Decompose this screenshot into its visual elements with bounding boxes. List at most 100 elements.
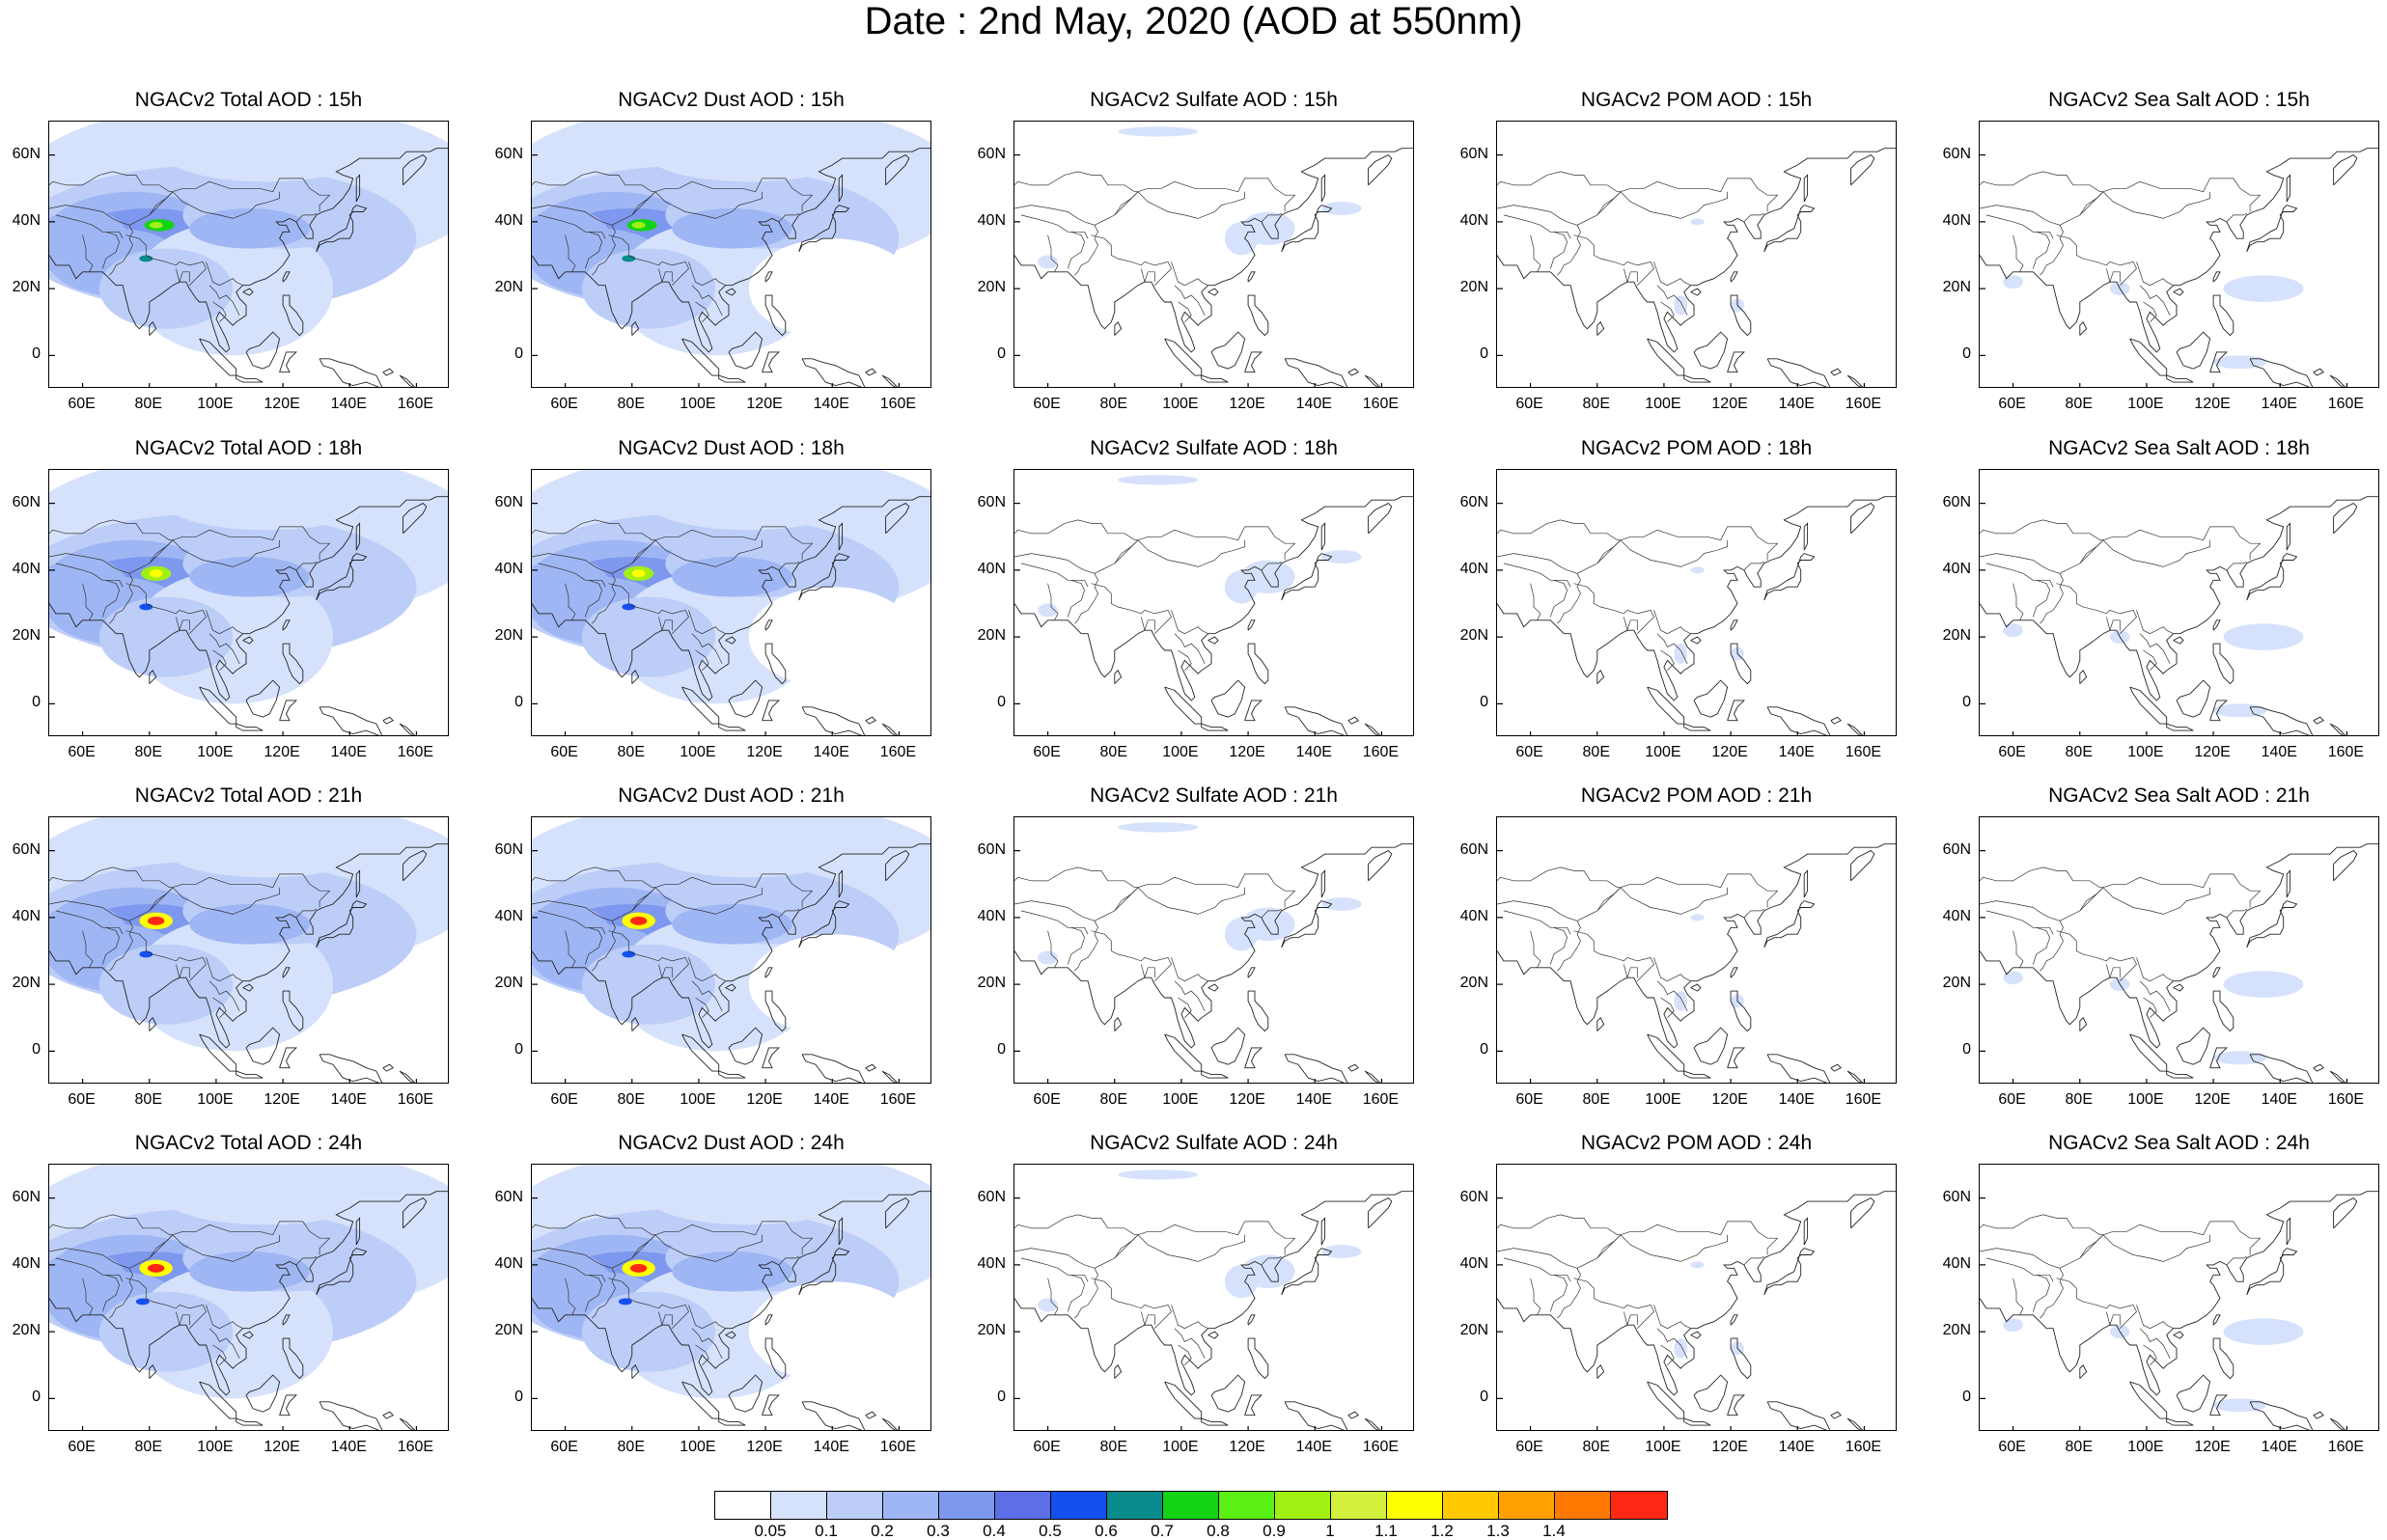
lon-tick-label: 60E <box>68 744 96 760</box>
lon-tick-label: 100E <box>1162 1439 1199 1455</box>
border-line <box>1985 563 2054 588</box>
aod-field <box>2003 971 2023 985</box>
border-line <box>1503 563 1571 588</box>
coastline <box>764 294 787 337</box>
colorbar-label: 1.2 <box>1430 1522 1454 1540</box>
aod-field <box>622 255 636 262</box>
coastline <box>1201 1070 1229 1079</box>
lon-tick-label: 100E <box>197 1091 234 1108</box>
coastline <box>728 1027 763 1065</box>
coastline <box>1364 374 1381 387</box>
aod-field <box>1690 1261 1705 1269</box>
coastline <box>242 288 254 296</box>
aod-field <box>748 587 916 688</box>
coastline <box>764 1314 773 1326</box>
lon-tick-label: 100E <box>197 396 234 412</box>
coastline <box>2249 358 2314 387</box>
border-line <box>82 234 94 272</box>
border-line <box>1497 900 1581 972</box>
lat-tick-label: 20N <box>977 975 1006 992</box>
border-line <box>55 910 124 935</box>
coastline <box>1114 321 1123 336</box>
coastline <box>2212 619 2221 631</box>
border-line <box>1620 1234 1728 1262</box>
coastline <box>1803 174 1809 203</box>
coastline <box>319 358 383 387</box>
lon-tick-label: 160E <box>397 1439 434 1455</box>
lon-tick-label: 100E <box>1645 1091 1681 1108</box>
border-line <box>532 900 616 972</box>
coastline <box>1980 843 2378 1049</box>
panel-title: NGACv2 Sulfate AOD : 18h <box>1090 437 1338 459</box>
border-line <box>1091 1278 1172 1329</box>
aod-field <box>649 476 849 531</box>
aod-field <box>1321 550 1362 564</box>
coastline <box>149 670 157 684</box>
lon-tick-label: 100E <box>2127 744 2164 760</box>
colorbar-box <box>1051 1492 1107 1519</box>
aod-field <box>581 248 716 329</box>
aod-field <box>2223 275 2304 302</box>
border-line <box>149 178 331 216</box>
border-line <box>532 876 566 882</box>
coastline <box>1364 1417 1381 1430</box>
coastline <box>1727 700 1745 722</box>
aod-field <box>2003 623 2023 638</box>
lon-tick-label: 160E <box>1362 1091 1400 1108</box>
lat-tick-label: 0 <box>1480 345 1488 363</box>
border-line <box>1576 191 1622 226</box>
lon-tick-label: 100E <box>1162 396 1199 412</box>
lon-tick-label: 100E <box>1162 744 1199 760</box>
lat-tick-label: 40N <box>977 211 1006 229</box>
map-frame <box>1496 121 1897 388</box>
map-frame <box>48 1164 449 1431</box>
border-line <box>1624 268 1638 284</box>
coastline <box>1244 1047 1263 1069</box>
lat-tick-label: 20N <box>1942 279 1971 296</box>
lat-tick-label: 0 <box>1962 694 1971 711</box>
lon-tick-label: 60E <box>1998 744 2026 760</box>
colorbar-label: 0.3 <box>927 1522 950 1540</box>
lon-tick-label: 80E <box>134 396 162 412</box>
lon-tick-label: 100E <box>2127 1091 2164 1108</box>
lat-tick-label: 40N <box>12 907 41 924</box>
aod-field <box>166 823 367 878</box>
coastline <box>1763 205 1816 253</box>
border-line <box>2136 1305 2174 1330</box>
border-line <box>1596 873 1779 912</box>
border-line <box>101 579 120 618</box>
figure-title: Date : 2nd May, 2020 (AOD at 550nm) <box>864 0 1523 42</box>
border-line <box>2059 1234 2104 1269</box>
aod-field <box>2003 275 2023 289</box>
lat-tick-label: 0 <box>1480 694 1488 711</box>
colorbar-label: 0.05 <box>754 1522 787 1540</box>
lat-tick-label: 60N <box>12 840 41 858</box>
colorbar-label: 0.5 <box>1039 1522 1062 1540</box>
panel-title: NGACv2 Total AOD : 15h <box>134 89 363 111</box>
map-frame <box>1496 816 1897 1084</box>
aod-field <box>649 127 849 182</box>
map-panel-seasalt-21h: NGACv2 Sea Salt AOD : 21h 60N 40N 20N 0 60E 80… <box>1930 784 2387 1139</box>
border-line <box>49 553 133 624</box>
border-line <box>1178 649 1192 672</box>
border-line <box>2143 649 2157 672</box>
coastline <box>2246 553 2298 601</box>
border-line <box>1094 539 1139 574</box>
lon-tick-label: 140E <box>2261 396 2297 412</box>
border-line <box>1656 633 1688 664</box>
lon-tick-label: 80E <box>2065 396 2093 412</box>
lon-tick-label: 160E <box>397 396 434 412</box>
aod-field <box>49 208 129 276</box>
coastline <box>2173 636 2184 645</box>
aod-field <box>1674 991 1688 1011</box>
coastline <box>885 1197 910 1229</box>
aod-field <box>189 1251 310 1292</box>
lon-tick-label: 160E <box>1845 744 1882 760</box>
border-line <box>532 180 566 186</box>
coastline <box>1830 1411 1842 1419</box>
border-line <box>2012 930 2024 968</box>
coastline <box>1727 1394 1745 1416</box>
border-line <box>149 526 331 564</box>
border-line <box>1031 866 1138 889</box>
border-line <box>538 563 606 588</box>
